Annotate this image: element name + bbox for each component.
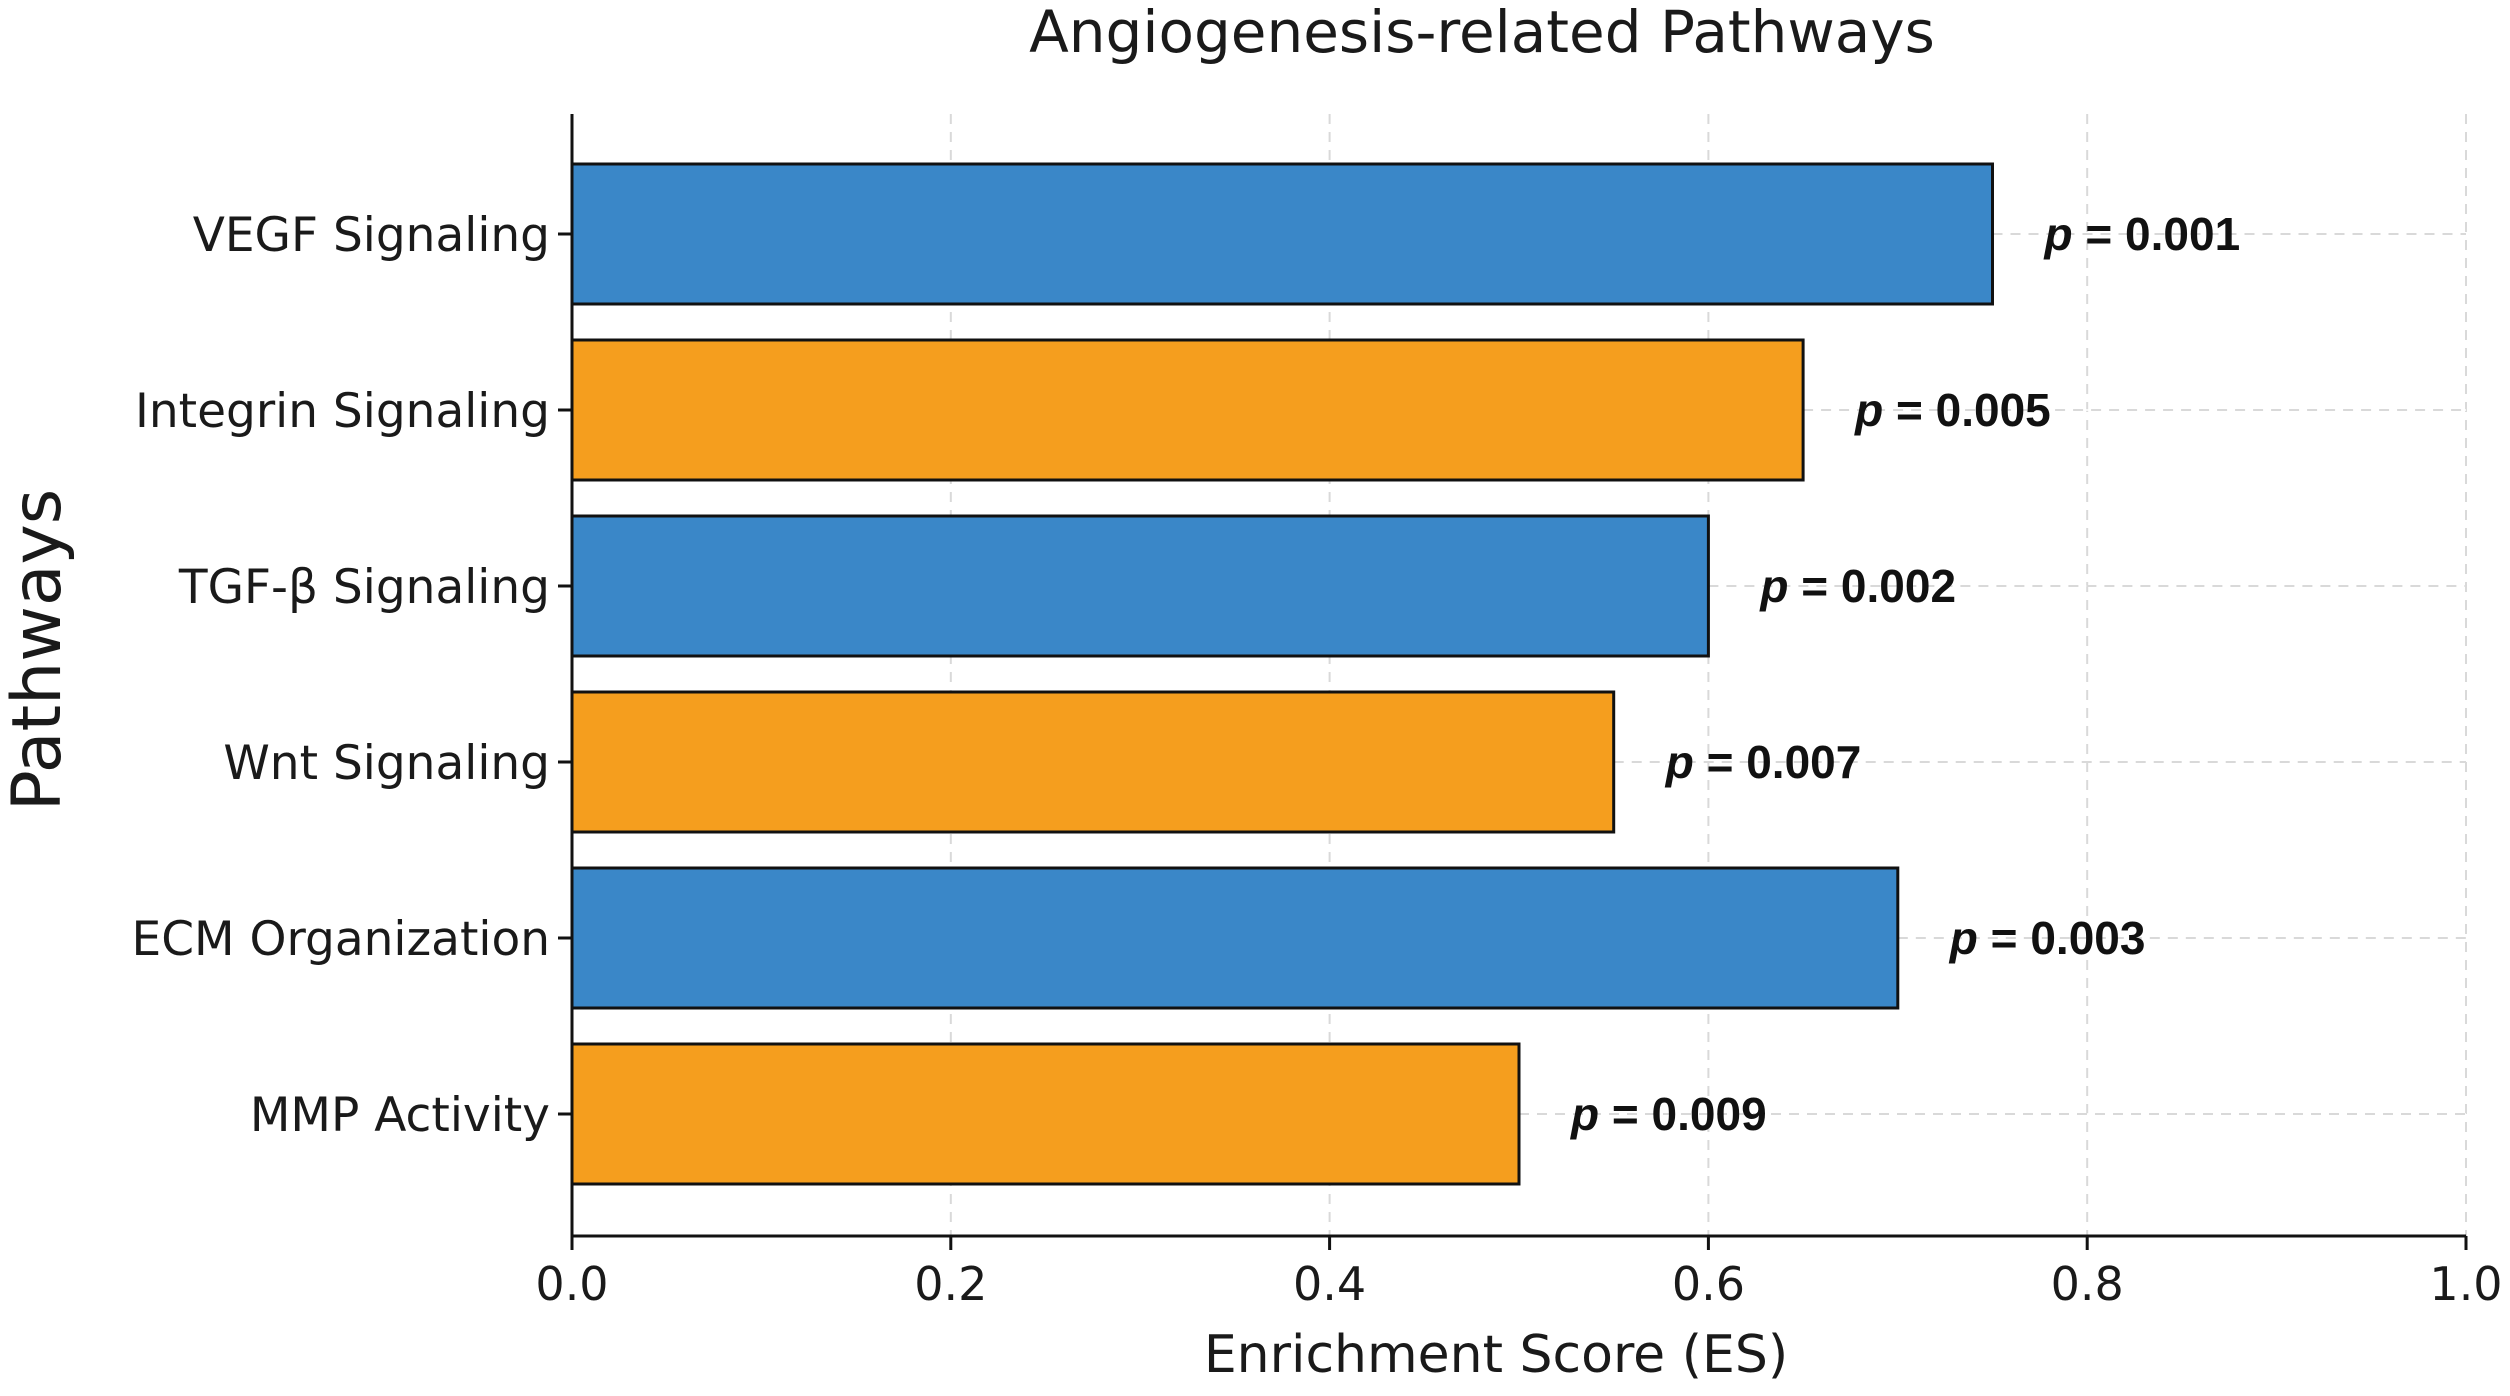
bar-3: [570, 690, 1616, 834]
category-label-1: Integrin Signaling: [135, 384, 550, 439]
category-label-5: MMP Activity: [250, 1088, 550, 1143]
bar-1: [570, 338, 1805, 482]
p-value-label-4: p = 0.003: [1948, 912, 2146, 964]
bar-5: [570, 1042, 1521, 1186]
chart-title: Angiogenesis-related Pathways: [1029, 0, 1935, 66]
category-label-0: VEGF Signaling: [193, 208, 550, 263]
category-label-4: ECM Organization: [132, 912, 550, 967]
x-tick-label-4: 0.8: [2051, 1257, 2124, 1311]
x-tick-label-2: 0.4: [1293, 1257, 1366, 1311]
bars-layer: [570, 162, 1994, 1186]
bar-4: [570, 866, 1900, 1010]
axes-layer: [558, 114, 2468, 1250]
p-value-label-5: p = 0.009: [1569, 1088, 1767, 1140]
labels-layer: VEGF Signaling p = 0.001 Integrin Signalin…: [132, 208, 2503, 1311]
p-value-label-3: p = 0.007: [1664, 736, 1862, 788]
x-tick-label-0: 0.0: [535, 1257, 608, 1311]
category-label-2: TGF-β Signaling: [178, 560, 550, 615]
x-tick-label-3: 0.6: [1672, 1257, 1745, 1311]
p-value-label-2: p = 0.002: [1758, 560, 1956, 612]
p-value-label-0: p = 0.001: [2043, 208, 2241, 260]
x-tick-label-5: 1.0: [2429, 1257, 2502, 1311]
x-tick-label-1: 0.2: [914, 1257, 987, 1311]
category-label-3: Wnt Signaling: [223, 736, 550, 791]
bar-0: [570, 162, 1994, 306]
x-axis-label: Enrichment Score (ES): [1204, 1325, 1788, 1385]
p-value-label-1: p = 0.005: [1853, 384, 2051, 436]
y-axis-label: Pathways: [0, 489, 77, 811]
bar-2: [570, 514, 1710, 658]
